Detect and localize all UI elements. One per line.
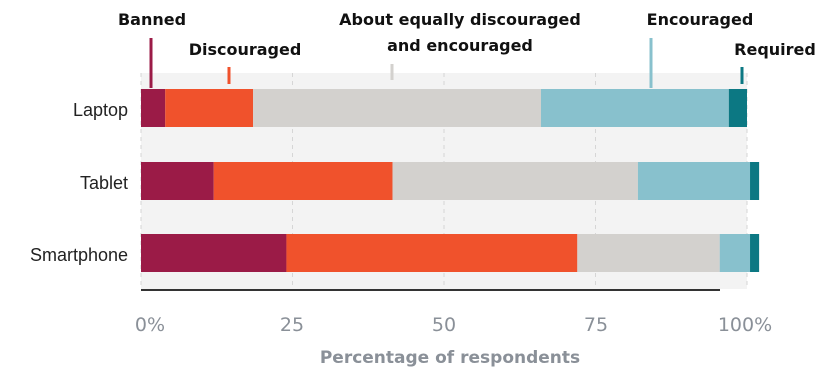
x-tick-label-0: 0% [135, 314, 165, 336]
bar-laptop-banned [141, 89, 166, 127]
bar-tablet-required [750, 162, 760, 200]
category-label-smartphone: Smartphone [30, 245, 128, 265]
x-tick-label-25: 25 [280, 314, 304, 336]
bar-smartphone-about [577, 234, 720, 272]
bar-smartphone-required [750, 234, 760, 272]
bar-laptop-encouraged [540, 89, 729, 127]
x-tick-label-100: 100% [718, 314, 772, 336]
bar-tablet-about [392, 162, 638, 200]
bar-tablet-discouraged [213, 162, 393, 200]
x-tick-label-50: 50 [432, 314, 456, 336]
legend-label-neutral-line2: and encouraged [387, 36, 533, 55]
bar-laptop-discouraged [165, 89, 254, 127]
category-label-laptop: Laptop [73, 100, 128, 120]
x-tick-label-75: 75 [584, 314, 608, 336]
bar-tablet-encouraged [637, 162, 751, 200]
bar-tablet-banned [141, 162, 214, 200]
bar-smartphone-discouraged [286, 234, 578, 272]
bar-smartphone-encouraged [719, 234, 751, 272]
bar-smartphone-banned [141, 234, 287, 272]
bar-laptop-required [728, 89, 747, 127]
legend-label-encouraged: Encouraged [647, 10, 754, 29]
category-label-tablet: Tablet [80, 173, 128, 193]
legend-label-required: Required [734, 40, 816, 59]
legend-label-discouraged: Discouraged [189, 40, 302, 59]
legend-label-banned: Banned [118, 10, 186, 29]
x-axis-title: Percentage of respondents [320, 348, 580, 368]
legend-label-neutral-line1: About equally discouraged [339, 10, 581, 29]
bar-laptop-about [253, 89, 541, 127]
